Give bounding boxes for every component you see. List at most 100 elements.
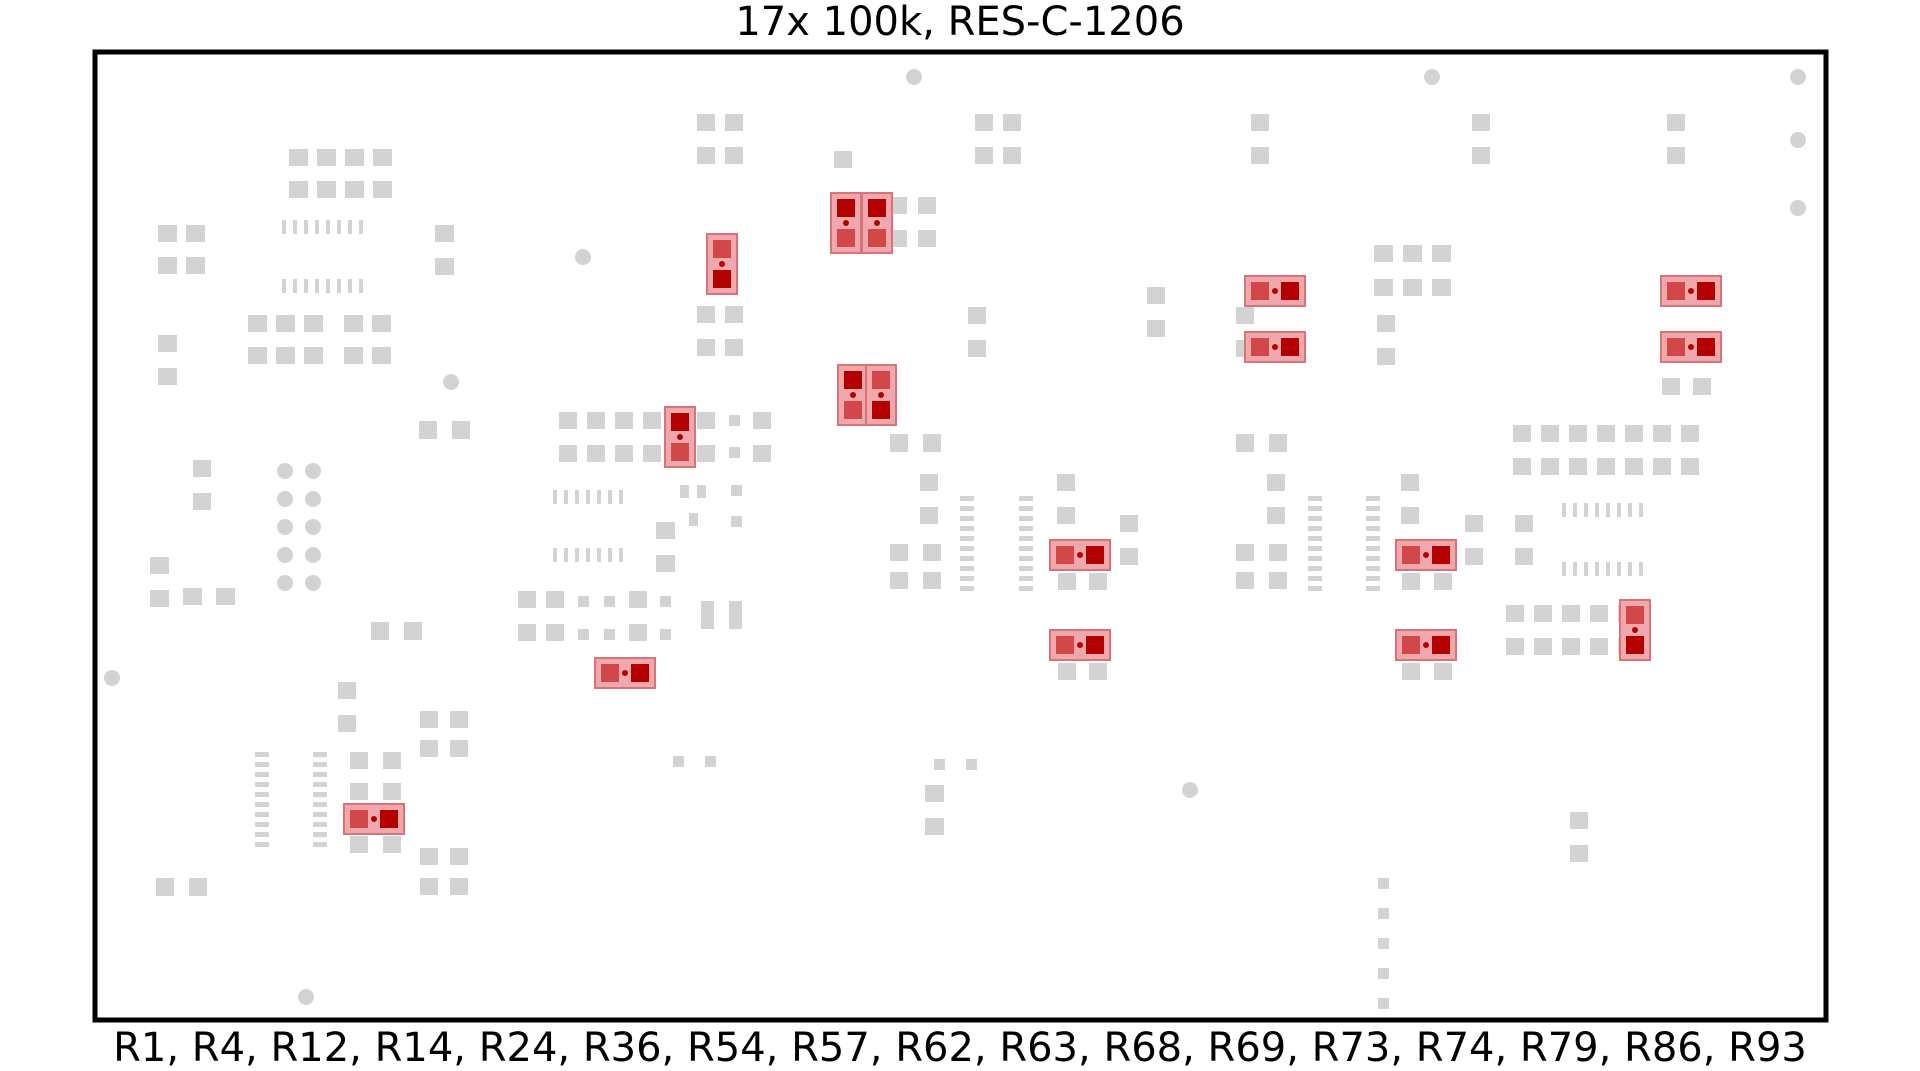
pad: [587, 445, 605, 462]
pad: [1019, 536, 1033, 541]
pad: [193, 493, 211, 510]
pad: [317, 181, 336, 198]
pad: [1308, 586, 1322, 591]
pad-1: [713, 240, 731, 258]
pad: [216, 588, 235, 605]
center-mark: [1423, 642, 1429, 648]
pad: [1513, 458, 1531, 475]
pad: [373, 181, 392, 198]
pad: [289, 149, 308, 166]
pad: [1402, 663, 1420, 680]
pad: [338, 682, 356, 699]
pad: [960, 586, 974, 591]
pad: [1267, 474, 1285, 491]
pad: [619, 548, 623, 562]
pad: [183, 588, 202, 605]
pad: [518, 624, 536, 641]
pad: [660, 596, 671, 607]
pad: [248, 347, 267, 364]
pad-1: [1251, 338, 1269, 356]
pad: [923, 434, 941, 452]
pad-2: [1281, 338, 1299, 356]
pad: [359, 220, 363, 234]
pad: [697, 147, 715, 164]
resistor-footprint: [1395, 539, 1457, 571]
pad: [697, 445, 715, 462]
pad-2: [868, 229, 886, 247]
pad: [960, 506, 974, 511]
pad: [960, 496, 974, 501]
pad: [1595, 562, 1599, 576]
pad: [1366, 506, 1380, 511]
pad: [1401, 507, 1419, 524]
center-mark: [1688, 344, 1694, 350]
pad: [313, 812, 327, 817]
pad: [889, 197, 907, 214]
center-mark: [1272, 288, 1278, 294]
pad: [1472, 114, 1490, 131]
pad: [326, 220, 330, 234]
pad: [350, 783, 368, 800]
pad: [1515, 548, 1533, 565]
pad: [1269, 434, 1287, 452]
pad: [960, 546, 974, 551]
pad: [1269, 572, 1287, 589]
pad: [1667, 147, 1685, 164]
pad-1: [350, 810, 368, 828]
center-mark: [622, 670, 628, 676]
pad: [1584, 503, 1588, 517]
resistor-footprint: [1660, 275, 1722, 307]
pad-1: [1056, 636, 1074, 654]
center-mark: [677, 434, 683, 440]
pad: [419, 421, 437, 439]
resistor-footprint: [1049, 629, 1111, 661]
pad: [1089, 663, 1107, 680]
pad: [289, 181, 308, 198]
pad: [1403, 245, 1422, 262]
pad: [960, 556, 974, 561]
reference-designator-list: R1, R4, R12, R14, R24, R36, R54, R57, R6…: [113, 1025, 1807, 1071]
center-mark: [850, 392, 856, 398]
pad: [1573, 503, 1577, 517]
pad: [975, 147, 993, 164]
pad: [1366, 496, 1380, 501]
mounting-hole: [305, 575, 321, 591]
pad: [255, 832, 269, 837]
pad: [1569, 425, 1587, 442]
pad: [1236, 434, 1254, 452]
pad: [731, 485, 742, 496]
pad: [729, 601, 742, 629]
pad: [1019, 566, 1033, 571]
pad-2: [872, 401, 890, 419]
pad: [255, 802, 269, 807]
pad: [371, 622, 389, 640]
pad: [1378, 908, 1389, 919]
pad: [186, 257, 205, 274]
pad: [1534, 638, 1552, 655]
pad: [1236, 307, 1254, 324]
pad: [1562, 562, 1566, 576]
pad: [889, 230, 907, 247]
pad: [1681, 425, 1699, 442]
pad: [313, 792, 327, 797]
mounting-hole: [277, 519, 293, 535]
pad: [276, 315, 295, 332]
pad: [729, 415, 740, 426]
pad: [1366, 556, 1380, 561]
pad: [1269, 544, 1287, 561]
pad: [578, 596, 589, 607]
pad: [1562, 605, 1580, 622]
pad: [313, 782, 327, 787]
mounting-hole: [1790, 69, 1806, 85]
pad: [960, 536, 974, 541]
pad: [435, 258, 454, 275]
pad: [604, 596, 615, 607]
pad: [575, 490, 579, 504]
pad: [1681, 458, 1699, 475]
pad: [1019, 556, 1033, 561]
pad-2: [1432, 636, 1450, 654]
pad: [656, 555, 675, 572]
pad-2: [713, 270, 731, 288]
pad: [1057, 507, 1075, 524]
